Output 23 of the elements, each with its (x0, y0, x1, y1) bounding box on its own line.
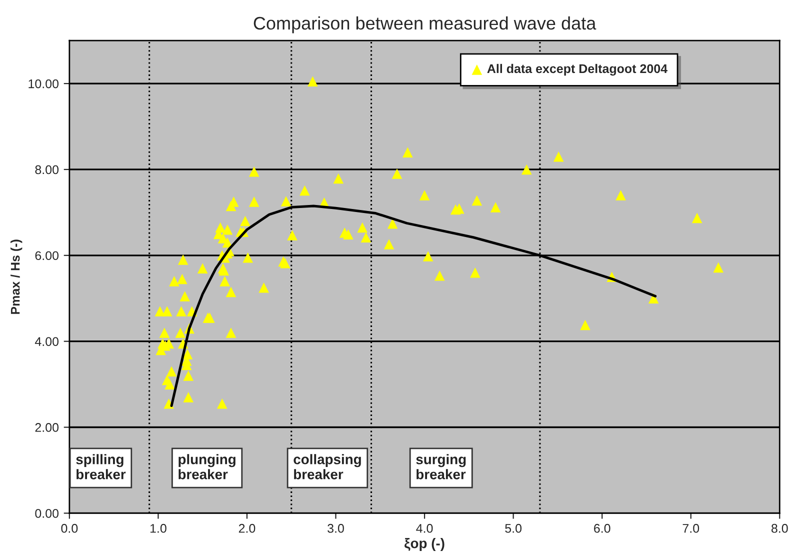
y-tick-label: 6.00 (35, 251, 59, 260)
x-tick-label: 4.0 (416, 524, 433, 533)
y-tick-label: 2.00 (35, 423, 59, 432)
y-axis-title: Pmax / Hs (-) (10, 240, 22, 314)
y-tick-label: 8.00 (35, 165, 59, 174)
x-tick-label: 6.0 (594, 524, 610, 533)
chart-title: Comparison between measured wave data (254, 16, 596, 34)
x-tick-label: 2.0 (238, 524, 256, 533)
annotation: spilling breaker (76, 454, 126, 480)
annotation: surging breaker (416, 454, 466, 480)
x-tick-label: 3.0 (328, 524, 344, 533)
x-tick-label: 1.0 (150, 524, 166, 533)
x-tick-label: 0.0 (61, 524, 78, 533)
y-tick-label: 10.00 (28, 79, 59, 88)
x-tick-label: 7.0 (682, 524, 700, 533)
annotation: collapsing breaker (294, 454, 361, 480)
y-tick-label: 0.00 (35, 508, 59, 518)
y-tick-label: 4.00 (34, 337, 59, 346)
legend-label: All data except Deltagoot 2004 (487, 64, 668, 76)
x-tick-label: 5.0 (505, 524, 522, 533)
x-tick-label: 8.0 (772, 524, 788, 533)
x-axis-title: ξop (-) (404, 538, 444, 551)
annotation: plunging breaker (178, 454, 236, 480)
